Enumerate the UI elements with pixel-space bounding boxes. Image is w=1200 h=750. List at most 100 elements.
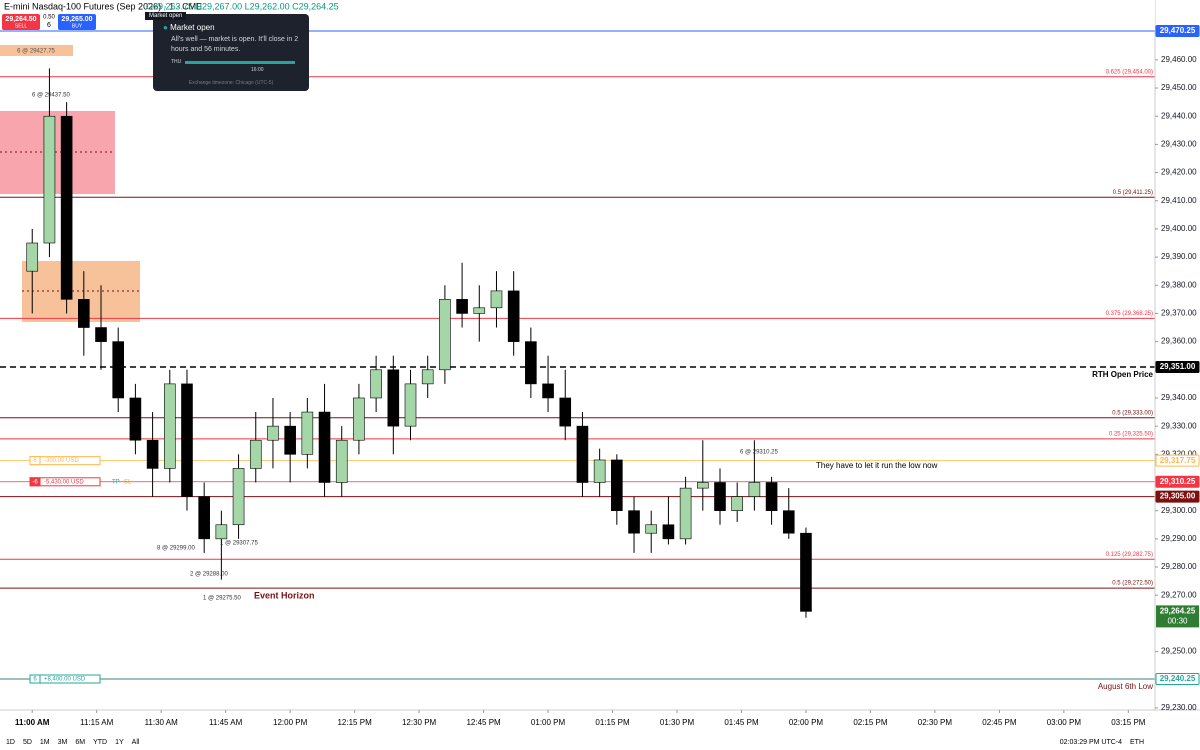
range-button[interactable]: All <box>132 739 140 746</box>
price-badge-label: 29,240.25 <box>1160 674 1196 683</box>
candle-body <box>301 411 314 455</box>
candle-body <box>782 510 795 534</box>
y-tick-label: 29,280.00 <box>1161 562 1197 571</box>
x-tick-label: 11:30 AM <box>145 718 179 727</box>
y-tick-label: 29,410.00 <box>1161 196 1197 205</box>
tooltip-timezone: Exchange timezone: Chicago (UTC-5) <box>188 80 274 86</box>
candle-body <box>662 524 675 540</box>
sell-button[interactable] <box>2 14 40 30</box>
session[interactable]: ETH <box>1130 739 1144 746</box>
zone-pink <box>0 111 115 194</box>
x-tick-label: 12:15 PM <box>337 718 372 727</box>
tooltip-caption: Market open <box>145 12 187 20</box>
position-qty[interactable]: 6 <box>33 458 37 464</box>
candle-body <box>249 439 262 469</box>
y-tick-label: 29,360.00 <box>1161 337 1197 346</box>
price-badge <box>1155 360 1200 373</box>
status-dot: ● <box>163 23 168 32</box>
position-tp[interactable]: TP <box>112 479 120 485</box>
price-axis <box>1155 0 1200 710</box>
range-button[interactable]: 6M <box>75 739 85 746</box>
last-price-badge <box>1156 605 1199 628</box>
candle-body <box>387 369 400 427</box>
position-qty-box <box>29 477 41 487</box>
candle-body <box>370 369 382 399</box>
plot: 0.625 (29,454.00) 0.5 (29,411.25) 0.375 (2… <box>0 30 1155 691</box>
x-tick-label: 11:00 AM <box>15 718 50 727</box>
x-tick-label: 12:45 PM <box>466 718 501 727</box>
x-tick-label: 11:45 AM <box>209 718 243 727</box>
candle-body <box>318 411 331 483</box>
x-tick-label: 02:15 PM <box>853 718 888 727</box>
y-tick-label: 29,400.00 <box>1161 224 1197 233</box>
symbol-title: E-mini Nasdaq-100 Futures (Sep 2026) · 1… <box>4 1 202 11</box>
level-label: 0.125 (29,282.75) <box>1106 552 1153 558</box>
x-tick-label: 02:45 PM <box>982 718 1017 727</box>
tooltip-status: ● Market open <box>163 23 215 32</box>
y-tick-label: 29,290.00 <box>1161 534 1197 543</box>
candle-body <box>146 439 159 469</box>
price-badge <box>1155 490 1200 503</box>
price-badge-label: 29,305.00 <box>1160 492 1196 501</box>
order-qty[interactable]: 6 <box>47 22 51 29</box>
range-button[interactable]: 5D <box>23 739 32 746</box>
candle-body <box>507 290 520 342</box>
fill-note: 6 @ 29437.50 <box>32 93 70 99</box>
candle-body <box>129 397 142 441</box>
price-badge <box>1155 673 1200 686</box>
position-qty[interactable]: -6 <box>32 479 38 485</box>
level-label: 0.25 (29,325.50) <box>1109 431 1153 437</box>
range-button[interactable]: 1M <box>40 739 50 746</box>
position-qty[interactable]: 6 <box>33 677 37 683</box>
sell-price[interactable]: 29,264.50 <box>5 16 36 23</box>
x-tick-label: 12:30 PM <box>402 718 437 727</box>
y-tick-label: 29,270.00 <box>1161 590 1197 599</box>
y-tick-label: 29,390.00 <box>1161 252 1197 261</box>
candle-body <box>456 299 468 314</box>
level-label: 0.5 (29,333.00) <box>1112 410 1153 416</box>
range-button[interactable]: YTD <box>93 739 107 746</box>
toolbar: 1D 5D 1M 3M 6M YTD 1Y All <box>6 739 140 746</box>
candle-body <box>490 290 503 309</box>
candle-body <box>714 482 726 511</box>
comment: Event Horizon <box>254 590 315 600</box>
sell-label[interactable]: SELL <box>15 23 27 29</box>
range-button[interactable]: 1D <box>6 739 15 746</box>
buy-label[interactable]: BUY <box>72 23 83 29</box>
market-tooltip: Market open ● Market open All's well — m… <box>145 12 309 91</box>
candle-body <box>95 327 107 342</box>
range-button[interactable]: 1Y <box>115 739 124 746</box>
spread: 0.50 <box>43 15 55 21</box>
tooltip-day: THU <box>171 59 182 65</box>
level-label: 0.5 (29,411.25) <box>1113 190 1153 196</box>
candle-body <box>542 383 554 399</box>
candle-body <box>26 242 39 272</box>
y-tick-label: 29,250.00 <box>1161 647 1197 656</box>
x-tick-label: 01:30 PM <box>660 718 695 727</box>
candle-body <box>748 482 761 497</box>
time-axis <box>0 710 1200 750</box>
fill-note: 6 @ 29310.25 <box>740 450 778 456</box>
tooltip-close: 16:00 <box>251 67 264 73</box>
candle-body <box>78 299 90 328</box>
range-button[interactable]: 3M <box>58 739 68 746</box>
candle-body <box>679 487 692 540</box>
candle-body <box>43 115 56 244</box>
buy-button[interactable] <box>58 14 96 30</box>
comment: They have to let it run the low now <box>816 461 938 470</box>
candle-body <box>215 524 228 540</box>
candle-body <box>576 425 589 483</box>
y-tick-label: 29,440.00 <box>1161 111 1197 120</box>
candle-body <box>559 397 572 427</box>
fill-note: 1 @ 29275.50 <box>203 596 241 602</box>
position-qty-box <box>29 674 41 684</box>
candle-body <box>473 307 486 314</box>
position-sl[interactable]: SL <box>124 479 132 485</box>
candle-body <box>439 299 451 371</box>
buy-price[interactable]: 29,265.00 <box>61 16 92 23</box>
y-tick-label: 29,300.00 <box>1161 506 1197 515</box>
x-tick-label: 02:30 PM <box>918 718 953 727</box>
x-tick-label: 03:00 PM <box>1047 718 1082 727</box>
candle-body <box>284 425 296 455</box>
